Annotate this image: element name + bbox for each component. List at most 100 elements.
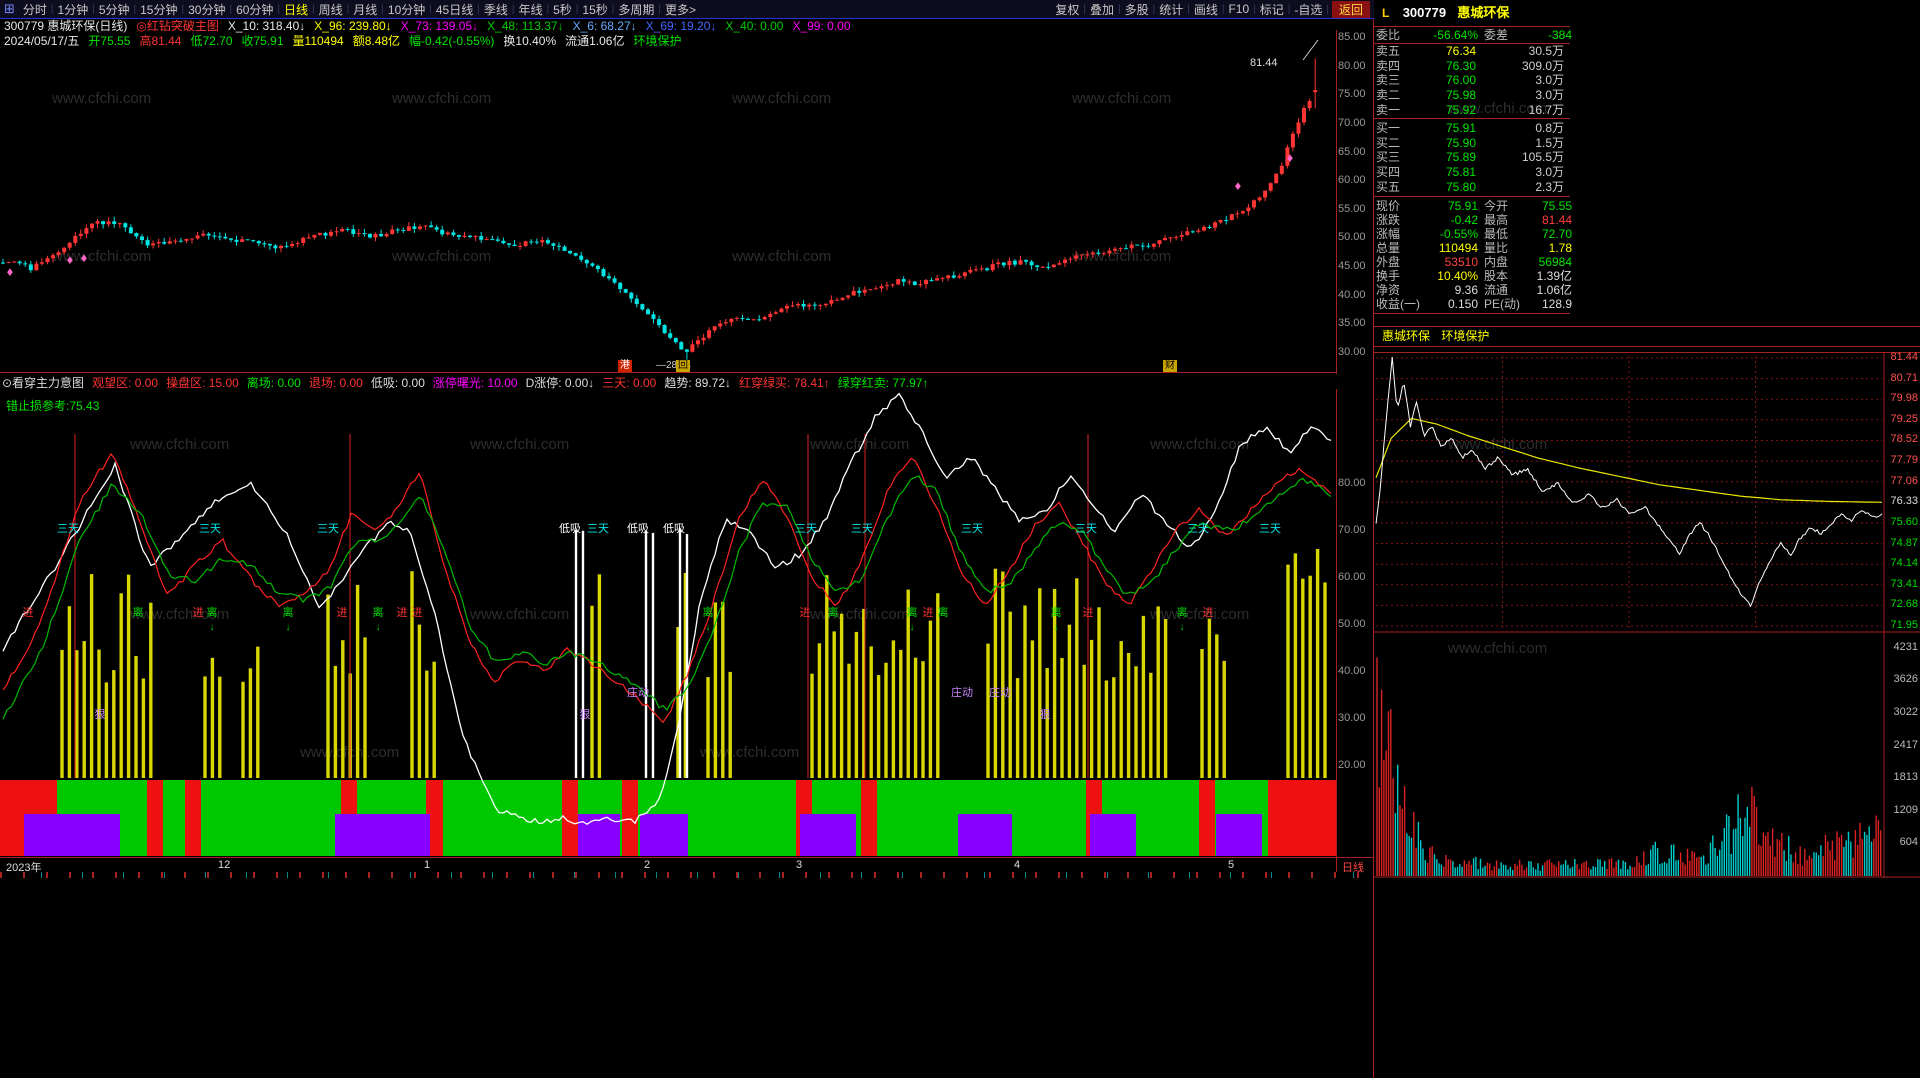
bid-row-1-label: 买二 [1376, 135, 1401, 150]
period-axis-label[interactable]: 日线 [1342, 862, 1364, 874]
bid-row-3[interactable]: 买四 75.81 3.0万 [1376, 165, 1572, 180]
sidebar-stock-header[interactable]: L 300779 惠城环保 [1374, 3, 1920, 23]
intraday-volume-label: 2417 [1893, 738, 1918, 751]
intraday-chart[interactable] [1374, 352, 1920, 878]
menu-item-period-8[interactable]: 月线 [353, 2, 378, 17]
menu-item-period-11[interactable]: 季线 [483, 2, 508, 17]
menu-item-period-5[interactable]: 60分钟 [236, 2, 274, 17]
bid-row-0[interactable]: 买一 75.91 0.8万 [1376, 121, 1572, 136]
title-seg-1: ◎红钻突破主图 [136, 19, 219, 33]
bid-row-1[interactable]: 买二 75.90 1.5万 [1376, 136, 1572, 151]
stat-row-2: 涨幅 -0.55% 最低 72.70 [1376, 227, 1572, 242]
menu-item-period-14[interactable]: 15秒 [582, 2, 608, 17]
menu-separator: | [546, 3, 550, 15]
bid-row-3-price: 75.81 [1445, 165, 1476, 180]
intraday-price-label: 77.06 [1890, 474, 1918, 487]
menu-item-tool-2[interactable]: 多股 [1124, 2, 1149, 17]
menu-item-tool-1[interactable]: 叠加 [1089, 2, 1114, 17]
day-seg-1: 开75.55 [88, 34, 131, 48]
menu-item-period-10[interactable]: 45日线 [435, 2, 474, 17]
menu-item-period-12[interactable]: 年线 [518, 2, 543, 17]
menu-separator: | [1253, 3, 1256, 15]
menu-item-period-0[interactable]: 分时 [22, 2, 47, 17]
tab-stock-name[interactable]: 惠城环保 [1382, 329, 1431, 343]
ask-row-4-qty: 16.7万 [1528, 102, 1564, 117]
event-badge[interactable]: 回 [676, 360, 690, 372]
price-axis-label: 85.00 [1338, 31, 1366, 43]
stat-value: 75.55 [1541, 199, 1572, 213]
bid-row-4[interactable]: 买五 75.80 2.3万 [1376, 180, 1572, 195]
menu-item-period-15[interactable]: 多周期 [618, 2, 655, 17]
ask-row-0[interactable]: 卖五 76.34 30.5万 [1376, 44, 1572, 59]
menu-item-period-9[interactable]: 10分钟 [387, 2, 426, 17]
weicha-value: -384 [1547, 28, 1572, 42]
stat-value: -0.42 [1450, 213, 1478, 227]
indicator-param-7: D涨停: 0.00↓ [525, 376, 595, 390]
stat-value: 1.78 [1548, 241, 1572, 255]
menu-item-tool-6[interactable]: 标记 [1259, 2, 1284, 17]
intraday-volume-label: 1209 [1893, 803, 1918, 816]
price-axis-label: 40.00 [1338, 288, 1366, 301]
svg-text:↓: ↓ [706, 622, 711, 633]
svg-text:♦: ♦ [7, 264, 14, 279]
svg-text:↓: ↓ [1054, 622, 1059, 633]
svg-text:—28.34: —28.34 [656, 360, 691, 371]
menu-item-tool-8[interactable]: 返回 [1331, 0, 1370, 18]
ask-row-3[interactable]: 卖二 75.98 3.0万 [1376, 88, 1572, 103]
menu-separator: | [1083, 3, 1086, 15]
event-badge[interactable]: 财 [1163, 360, 1177, 372]
menu-item-tool-5[interactable]: F10 [1228, 2, 1250, 16]
menu-item-period-4[interactable]: 30分钟 [188, 2, 226, 17]
intraday-volume-label: 1813 [1893, 771, 1918, 784]
svg-text:离: 离 [207, 605, 218, 619]
day-summary-bar: 2024/05/17/五 开75.55 高81.44 低72.70 收75.91 量110… [0, 33, 1378, 48]
svg-text:进: 进 [397, 606, 408, 619]
intraday-price-label: 78.52 [1890, 433, 1918, 446]
ask-row-2-qty: 3.0万 [1535, 73, 1564, 88]
menu-item-period-3[interactable]: 15分钟 [140, 2, 178, 17]
menu-separator: | [277, 3, 281, 15]
menu-item-period-2[interactable]: 5分钟 [98, 2, 130, 17]
sidebar-separator [1374, 26, 1570, 27]
indicator-axis-label: 80.00 [1338, 477, 1366, 489]
menu-item-period-6[interactable]: 日线 [284, 2, 309, 17]
menu-item-tool-4[interactable]: 画线 [1193, 2, 1218, 17]
candlestick-chart[interactable]: ♦ ♦ ♦ ♦ ♦ 81.44 —28.34 [0, 30, 1336, 375]
ask-row-1-qty: 309.0万 [1521, 58, 1564, 73]
svg-text:三天: 三天 [1075, 523, 1097, 535]
svg-text:三天: 三天 [851, 523, 873, 535]
sidebar-separator [1374, 118, 1570, 119]
indicator-axis-label: 60.00 [1338, 571, 1366, 583]
title-seg-4: X_73: 139.05↓ [400, 18, 479, 33]
main-force-indicator-chart[interactable]: 三天 三天 三天 三天 三天 三天 三天 三天 三天 三天低吸 低吸 低吸进离进离离进离进进离进离离进… [0, 390, 1336, 858]
svg-text:进: 进 [412, 606, 423, 619]
menu-item-period-7[interactable]: 周线 [318, 2, 343, 17]
menu-item-period-16[interactable]: 更多> [664, 2, 696, 17]
stat-label: 最低 [1484, 227, 1509, 241]
ask-row-2-price: 76.00 [1445, 73, 1476, 88]
stat-row-6: 净资 9.36 流通 1.06亿 [1376, 283, 1572, 298]
ask-row-4[interactable]: 卖一 75.92 16.7万 [1376, 103, 1572, 118]
date-axis-label: 3 [796, 859, 803, 871]
stat-row-1: 涨跌 -0.42 最高 81.44 [1376, 213, 1572, 228]
ask-row-2[interactable]: 卖三 76.00 3.0万 [1376, 73, 1572, 88]
intraday-price-label: 74.14 [1890, 557, 1918, 570]
menu-item-period-13[interactable]: 5秒 [553, 2, 572, 17]
menu-item-period-1[interactable]: 1分钟 [57, 2, 89, 17]
svg-text:低吸: 低吸 [627, 522, 649, 535]
price-axis-label: 70.00 [1338, 116, 1366, 129]
indicator-param-2: 操盘区: 15.00 [166, 376, 239, 390]
menu-item-tool-7[interactable]: -自选 [1294, 2, 1323, 17]
grid-menu-icon[interactable]: ⊞ [4, 1, 15, 16]
menu-item-tool-0[interactable]: 复权 [1055, 2, 1080, 17]
bid-row-2[interactable]: 买三 75.89 105.5万 [1376, 150, 1572, 165]
menu-item-tool-3[interactable]: 统计 [1159, 2, 1184, 17]
tab-industry[interactable]: 环境保护 [1441, 329, 1490, 343]
intraday-price-label: 79.25 [1890, 412, 1918, 425]
level-badge: L [1382, 6, 1390, 20]
day-seg-7: 幅-0.42(-0.55%) [409, 34, 495, 48]
day-seg-3: 低72.70 [190, 34, 233, 48]
event-badge[interactable]: 港 [618, 360, 632, 372]
stoploss-reference-label: 错止损参考:75.43 [6, 399, 100, 413]
ask-row-1[interactable]: 卖四 76.30 309.0万 [1376, 59, 1572, 74]
